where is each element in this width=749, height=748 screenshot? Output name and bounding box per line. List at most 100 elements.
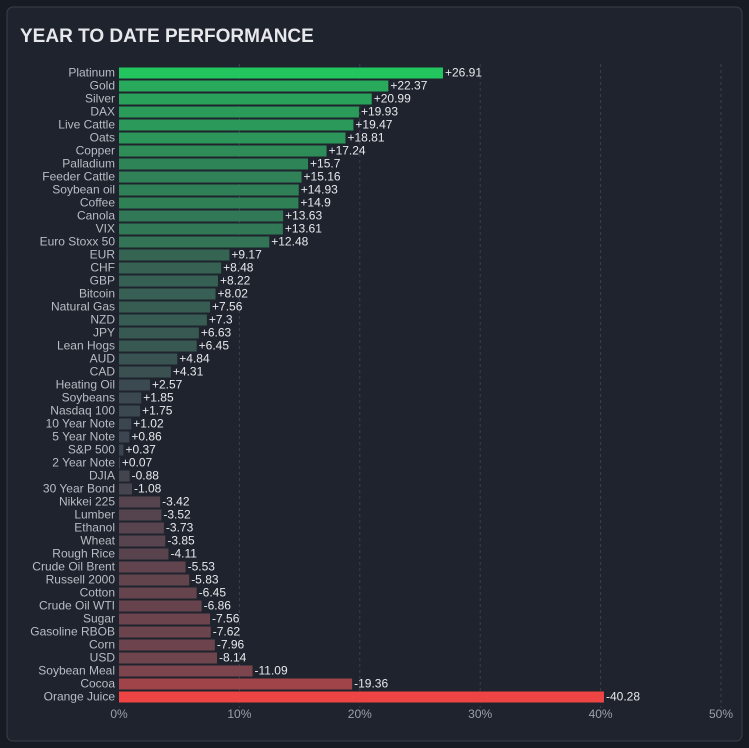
y-tick-label: Ethanol [74,521,115,535]
value-label: +6.63 [201,326,232,340]
y-tick-label: Gold [90,79,115,93]
value-label: +18.81 [347,131,384,145]
bar [119,80,389,92]
x-tick-label: 10% [227,707,251,721]
value-label: -40.28 [606,690,640,704]
value-label: -4.11 [170,547,197,561]
y-tick-label: Cocoa [80,677,115,691]
bar [119,327,199,339]
bar [119,613,211,625]
bar [119,626,211,638]
y-tick-label: 30 Year Bond [43,482,115,496]
y-tick-label: 2 Year Note [52,456,115,470]
bar [119,275,218,287]
bar [119,665,253,677]
value-label: -11.09 [255,664,288,678]
y-tick-label: Platinum [68,66,115,80]
value-label: +1.02 [133,417,164,431]
y-tick-label: Rough Rice [52,547,115,561]
value-label: -6.45 [199,586,227,600]
y-tick-label: Russell 2000 [46,573,116,587]
value-label: +13.63 [285,209,322,223]
value-label: +13.61 [285,222,322,236]
y-tick-label: 10 Year Note [46,417,116,431]
y-tick-label: AUD [90,352,116,366]
value-label: +19.93 [361,105,398,119]
value-label: +14.93 [301,183,338,197]
value-label: +8.48 [223,261,254,275]
value-label: +4.31 [173,365,204,379]
bar [119,405,141,417]
y-tick-label: Nikkei 225 [59,495,115,509]
bar [119,132,346,144]
x-tick-label: 50% [709,707,733,721]
value-label: +12.48 [271,235,308,249]
bar [119,340,197,352]
bar [119,171,302,183]
bar [119,483,133,495]
bar [119,509,162,521]
bar [119,431,130,443]
y-tick-label: Live Cattle [58,118,115,132]
value-label: +20.99 [374,92,411,106]
y-tick-label: Coffee [80,196,115,210]
bar [119,457,120,469]
y-tick-label: NZD [90,313,115,327]
value-label: +7.3 [209,313,233,327]
y-tick-label: Oats [90,131,115,145]
value-label: +1.85 [143,391,174,405]
bar [119,301,211,313]
x-tick-label: 40% [589,707,613,721]
bar [119,145,327,157]
bar [119,600,202,612]
value-label: -7.56 [212,612,240,626]
bar [119,392,142,404]
y-tick-label: Copper [76,144,115,158]
y-tick-label: Gasoline RBOB [30,625,115,639]
y-tick-label: Soybeans [62,391,115,405]
value-label: +0.86 [131,430,162,444]
chart-title: YEAR TO DATE PERFORMANCE [20,26,314,47]
value-label: -3.85 [167,534,195,548]
bar [119,548,169,560]
y-tick-label: Nasdaq 100 [50,404,115,418]
bar [119,444,124,456]
y-tick-label: Lean Hogs [57,339,115,353]
value-label: +8.22 [220,274,251,288]
value-label: -7.62 [213,625,241,639]
y-tick-label: Cotton [80,586,115,600]
bar [119,379,150,391]
value-label: +15.7 [310,157,341,171]
bar [119,93,372,105]
value-label: +8.02 [218,287,249,301]
y-tick-label: Lumber [74,508,115,522]
y-tick-label: Crude Oil WTI [39,599,115,613]
y-tick-label: Euro Stoxx 50 [40,235,116,249]
bar [119,353,178,365]
y-tick-label: CAD [90,365,116,379]
bar [119,158,309,170]
bar [119,106,359,118]
bar [119,574,190,586]
bar [119,366,171,378]
x-tick-label: 30% [468,707,492,721]
y-tick-label: DJIA [89,469,115,483]
y-tick-label: Soybean Meal [38,664,115,678]
y-tick-label: Corn [89,638,115,652]
value-label: +0.07 [122,456,153,470]
bar [119,691,604,703]
bar [119,639,215,651]
bar [119,496,161,508]
y-tick-label: Silver [85,92,115,106]
value-label: -19.36 [354,677,388,691]
bar [119,236,270,248]
value-label: -6.86 [204,599,232,613]
value-label: +26.91 [445,66,482,80]
bar [119,288,216,300]
value-label: +15.16 [304,170,341,184]
y-tick-label: S&P 500 [68,443,115,457]
value-label: -3.42 [162,495,190,509]
value-label: +17.24 [329,144,366,158]
bar [119,587,197,599]
y-tick-label: JPY [93,326,115,340]
